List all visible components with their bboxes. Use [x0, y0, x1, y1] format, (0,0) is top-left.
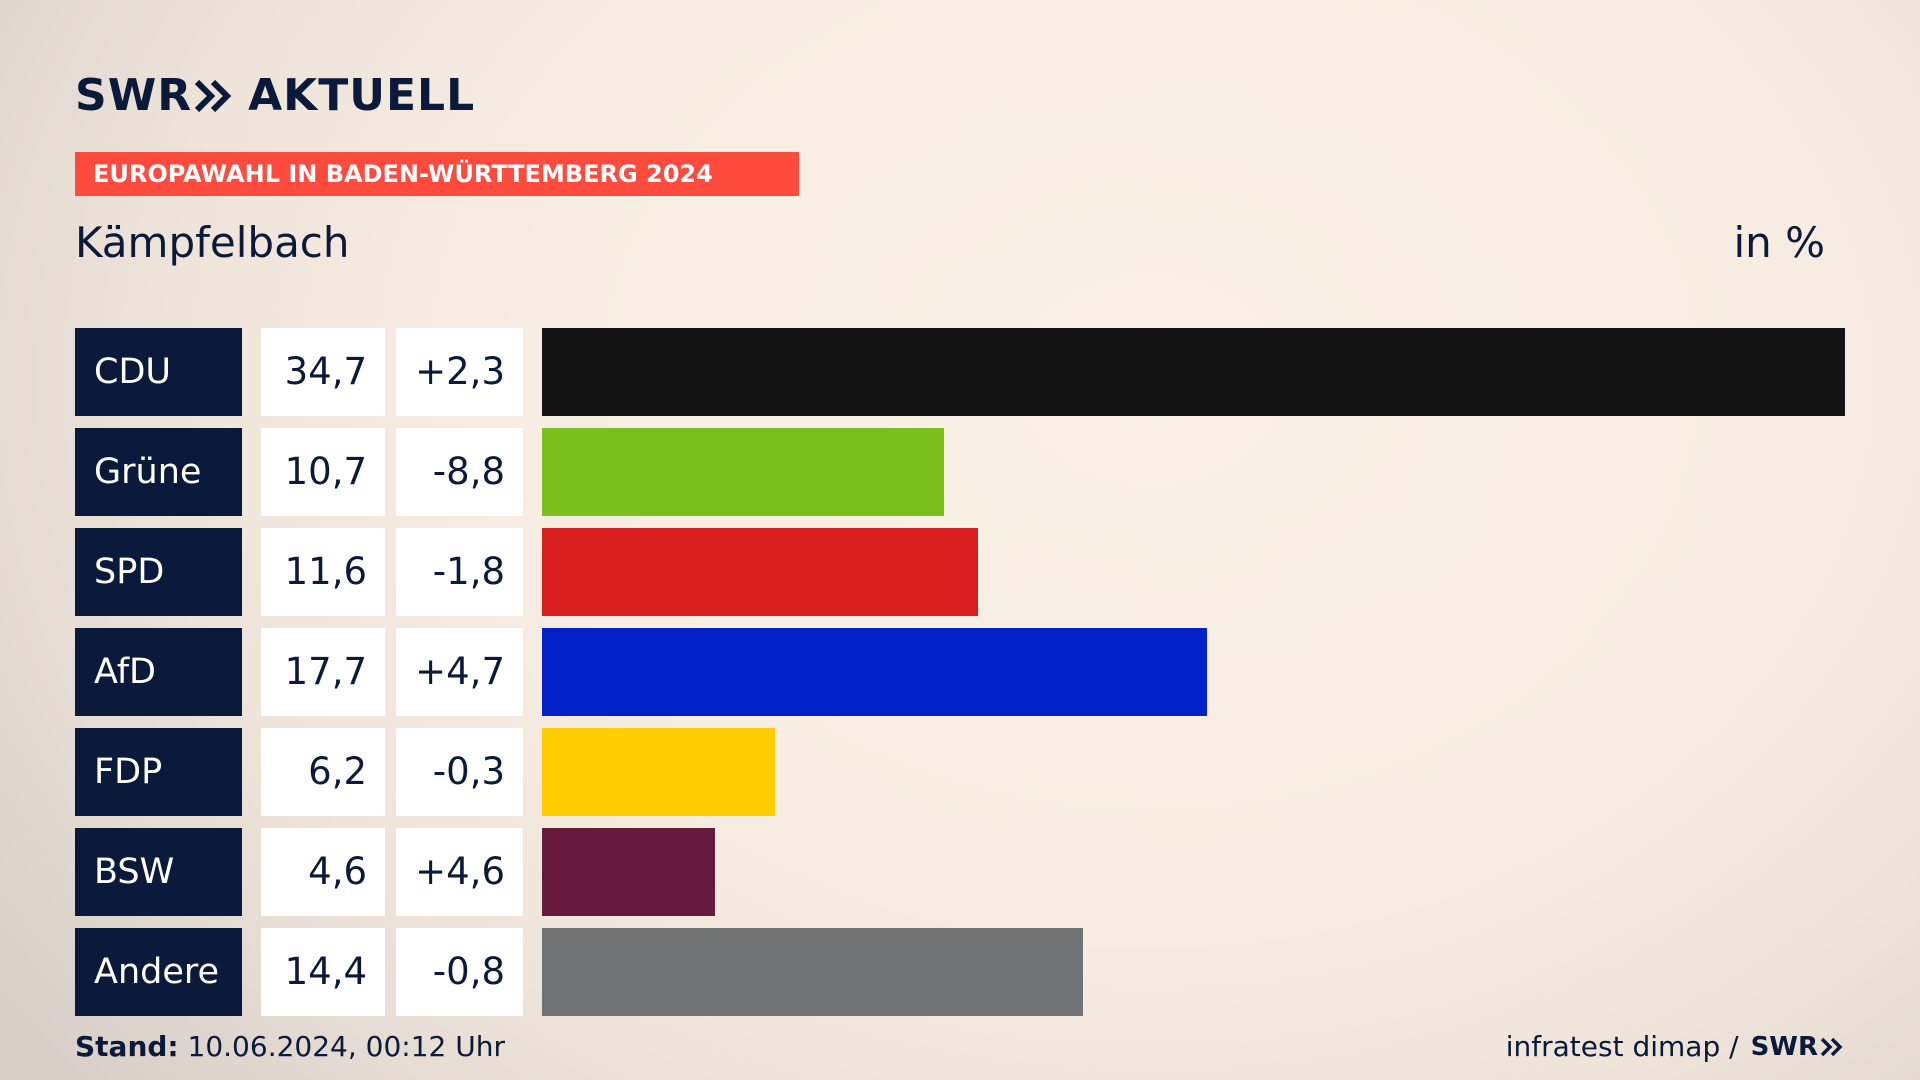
- stand-label: Stand:: [75, 1030, 179, 1063]
- vote-change-value: +4,7: [396, 628, 523, 716]
- timestamp: Stand: 10.06.2024, 00:12 Uhr: [75, 1030, 505, 1063]
- party-label: CDU: [75, 328, 242, 416]
- party-label: FDP: [75, 728, 242, 816]
- result-bar: [542, 728, 775, 816]
- vote-change-value: -1,8: [396, 528, 523, 616]
- party-label: BSW: [75, 828, 242, 916]
- vote-share-value: 14,4: [261, 928, 385, 1016]
- result-bar: [542, 428, 944, 516]
- vote-share-value: 11,6: [261, 528, 385, 616]
- vote-share-value: 4,6: [261, 828, 385, 916]
- result-row: BSW 4,6 +4,6: [75, 828, 1845, 916]
- aktuell-wordmark: AKTUELL: [248, 70, 476, 121]
- vote-share-value: 10,7: [261, 428, 385, 516]
- double-chevron-icon: [194, 79, 234, 113]
- double-chevron-small-icon: [1820, 1037, 1843, 1056]
- vote-change-value: +4,6: [396, 828, 523, 916]
- vote-share-value: 6,2: [261, 728, 385, 816]
- vote-change-value: -0,3: [396, 728, 523, 816]
- election-banner: EUROPAWAHL IN BADEN-WÜRTTEMBERG 2024: [75, 152, 799, 196]
- result-row: CDU 34,7 +2,3: [75, 328, 1845, 416]
- swr-wordmark: SWR: [75, 70, 193, 121]
- source-text: infratest dimap /: [1505, 1030, 1739, 1063]
- source-credit: infratest dimap / SWR: [1506, 1030, 1844, 1063]
- result-row: Andere 14,4 -0,8: [75, 928, 1845, 1016]
- result-row: Grüne 10,7 -8,8: [75, 428, 1845, 516]
- result-bar: [542, 528, 978, 616]
- result-bar: [542, 628, 1207, 716]
- result-row: SPD 11,6 -1,8: [75, 528, 1845, 616]
- vote-share-value: 34,7: [261, 328, 385, 416]
- result-bar: [542, 328, 1845, 416]
- stand-value: 10.06.2024, 00:12 Uhr: [187, 1030, 505, 1063]
- vote-change-value: +2,3: [396, 328, 523, 416]
- result-row: FDP 6,2 -0,3: [75, 728, 1845, 816]
- vote-share-value: 17,7: [261, 628, 385, 716]
- place-title: Kämpfelbach: [75, 218, 350, 267]
- party-label: AfD: [75, 628, 242, 716]
- vote-change-value: -0,8: [396, 928, 523, 1016]
- result-bar: [542, 928, 1083, 1016]
- party-label: SPD: [75, 528, 242, 616]
- unit-label: in %: [1733, 218, 1825, 267]
- vote-change-value: -8,8: [396, 428, 523, 516]
- party-label: Grüne: [75, 428, 242, 516]
- result-bar: [542, 828, 715, 916]
- swr-aktuell-logo: SWR AKTUELL: [75, 70, 475, 121]
- swr-mini-logo: SWR: [1751, 1032, 1844, 1062]
- swr-mini-wordmark: SWR: [1750, 1031, 1818, 1062]
- result-row: AfD 17,7 +4,7: [75, 628, 1845, 716]
- party-label: Andere: [75, 928, 242, 1016]
